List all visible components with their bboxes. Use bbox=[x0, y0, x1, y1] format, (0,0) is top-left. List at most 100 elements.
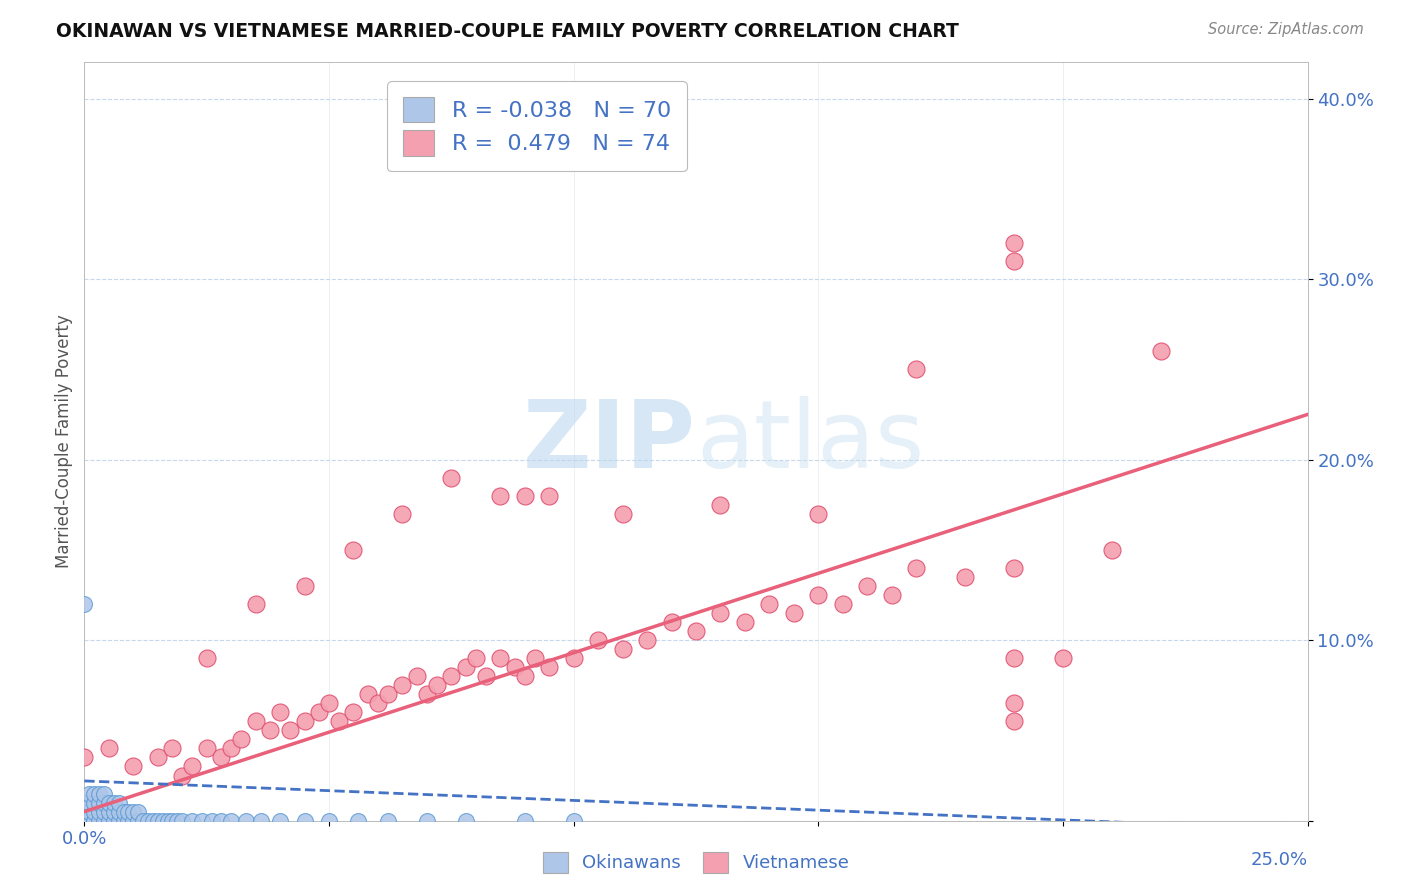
Point bbox=[200, 814, 222, 828]
Point bbox=[249, 814, 271, 828]
Point bbox=[1002, 696, 1025, 710]
Point bbox=[612, 642, 634, 657]
Point bbox=[103, 796, 125, 810]
Point bbox=[245, 714, 267, 729]
Point bbox=[73, 814, 96, 828]
Point bbox=[107, 805, 129, 819]
Point bbox=[377, 814, 399, 828]
Point bbox=[83, 814, 105, 828]
Point bbox=[77, 787, 100, 801]
Point bbox=[172, 768, 194, 782]
Point bbox=[489, 651, 512, 665]
Point bbox=[328, 714, 350, 729]
Point bbox=[87, 805, 110, 819]
Point bbox=[612, 507, 634, 521]
Point bbox=[132, 814, 155, 828]
Point bbox=[146, 750, 169, 764]
Point bbox=[107, 796, 129, 810]
Point bbox=[562, 651, 585, 665]
Point bbox=[636, 633, 658, 648]
Point bbox=[294, 814, 316, 828]
Point bbox=[880, 588, 903, 602]
Point bbox=[97, 814, 120, 828]
Point bbox=[953, 570, 976, 584]
Point bbox=[77, 796, 100, 810]
Point bbox=[440, 669, 463, 683]
Point bbox=[259, 723, 281, 738]
Point bbox=[127, 805, 149, 819]
Point bbox=[73, 805, 96, 819]
Point bbox=[122, 759, 145, 773]
Point bbox=[1002, 235, 1025, 250]
Point bbox=[87, 787, 110, 801]
Point bbox=[229, 732, 252, 747]
Text: OKINAWAN VS VIETNAMESE MARRIED-COUPLE FAMILY POVERTY CORRELATION CHART: OKINAWAN VS VIETNAMESE MARRIED-COUPLE FA… bbox=[56, 22, 959, 41]
Point bbox=[97, 796, 120, 810]
Point bbox=[342, 542, 364, 557]
Point bbox=[538, 489, 561, 503]
Point bbox=[146, 814, 169, 828]
Point bbox=[77, 814, 100, 828]
Point bbox=[83, 814, 105, 828]
Point bbox=[454, 814, 477, 828]
Point bbox=[87, 796, 110, 810]
Point bbox=[377, 687, 399, 701]
Point bbox=[117, 814, 139, 828]
Point bbox=[73, 814, 96, 828]
Point bbox=[73, 796, 96, 810]
Point bbox=[162, 814, 184, 828]
Point bbox=[162, 741, 184, 756]
Point bbox=[318, 696, 340, 710]
Y-axis label: Married-Couple Family Poverty: Married-Couple Family Poverty bbox=[55, 315, 73, 568]
Point bbox=[1101, 542, 1123, 557]
Point bbox=[416, 687, 439, 701]
Point bbox=[83, 805, 105, 819]
Point bbox=[117, 805, 139, 819]
Text: Source: ZipAtlas.com: Source: ZipAtlas.com bbox=[1208, 22, 1364, 37]
Point bbox=[586, 633, 609, 648]
Point bbox=[93, 814, 115, 828]
Point bbox=[93, 805, 115, 819]
Point bbox=[783, 606, 806, 620]
Point bbox=[127, 814, 149, 828]
Point bbox=[294, 714, 316, 729]
Point bbox=[489, 489, 512, 503]
Point bbox=[73, 814, 96, 828]
Point bbox=[269, 706, 291, 720]
Point bbox=[464, 651, 486, 665]
Point bbox=[122, 814, 145, 828]
Point bbox=[73, 750, 96, 764]
Point bbox=[181, 759, 204, 773]
Point bbox=[77, 814, 100, 828]
Point bbox=[1150, 344, 1173, 359]
Point bbox=[406, 669, 429, 683]
Point bbox=[73, 814, 96, 828]
Point bbox=[83, 796, 105, 810]
Point bbox=[219, 741, 242, 756]
Point bbox=[391, 678, 413, 692]
Point bbox=[709, 606, 731, 620]
Point bbox=[181, 814, 204, 828]
Point bbox=[440, 470, 463, 484]
Point bbox=[1002, 561, 1025, 575]
Point bbox=[562, 814, 585, 828]
Point bbox=[235, 814, 257, 828]
Text: 25.0%: 25.0% bbox=[1250, 851, 1308, 869]
Point bbox=[209, 750, 232, 764]
Point bbox=[156, 814, 179, 828]
Point bbox=[73, 814, 96, 828]
Point bbox=[195, 741, 218, 756]
Point bbox=[474, 669, 496, 683]
Point bbox=[103, 805, 125, 819]
Point bbox=[219, 814, 242, 828]
Point bbox=[122, 805, 145, 819]
Point bbox=[685, 624, 707, 639]
Point bbox=[416, 814, 439, 828]
Point bbox=[166, 814, 188, 828]
Point bbox=[318, 814, 340, 828]
Point bbox=[758, 597, 780, 611]
Point bbox=[97, 805, 120, 819]
Point bbox=[278, 723, 301, 738]
Point bbox=[191, 814, 214, 828]
Point bbox=[209, 814, 232, 828]
